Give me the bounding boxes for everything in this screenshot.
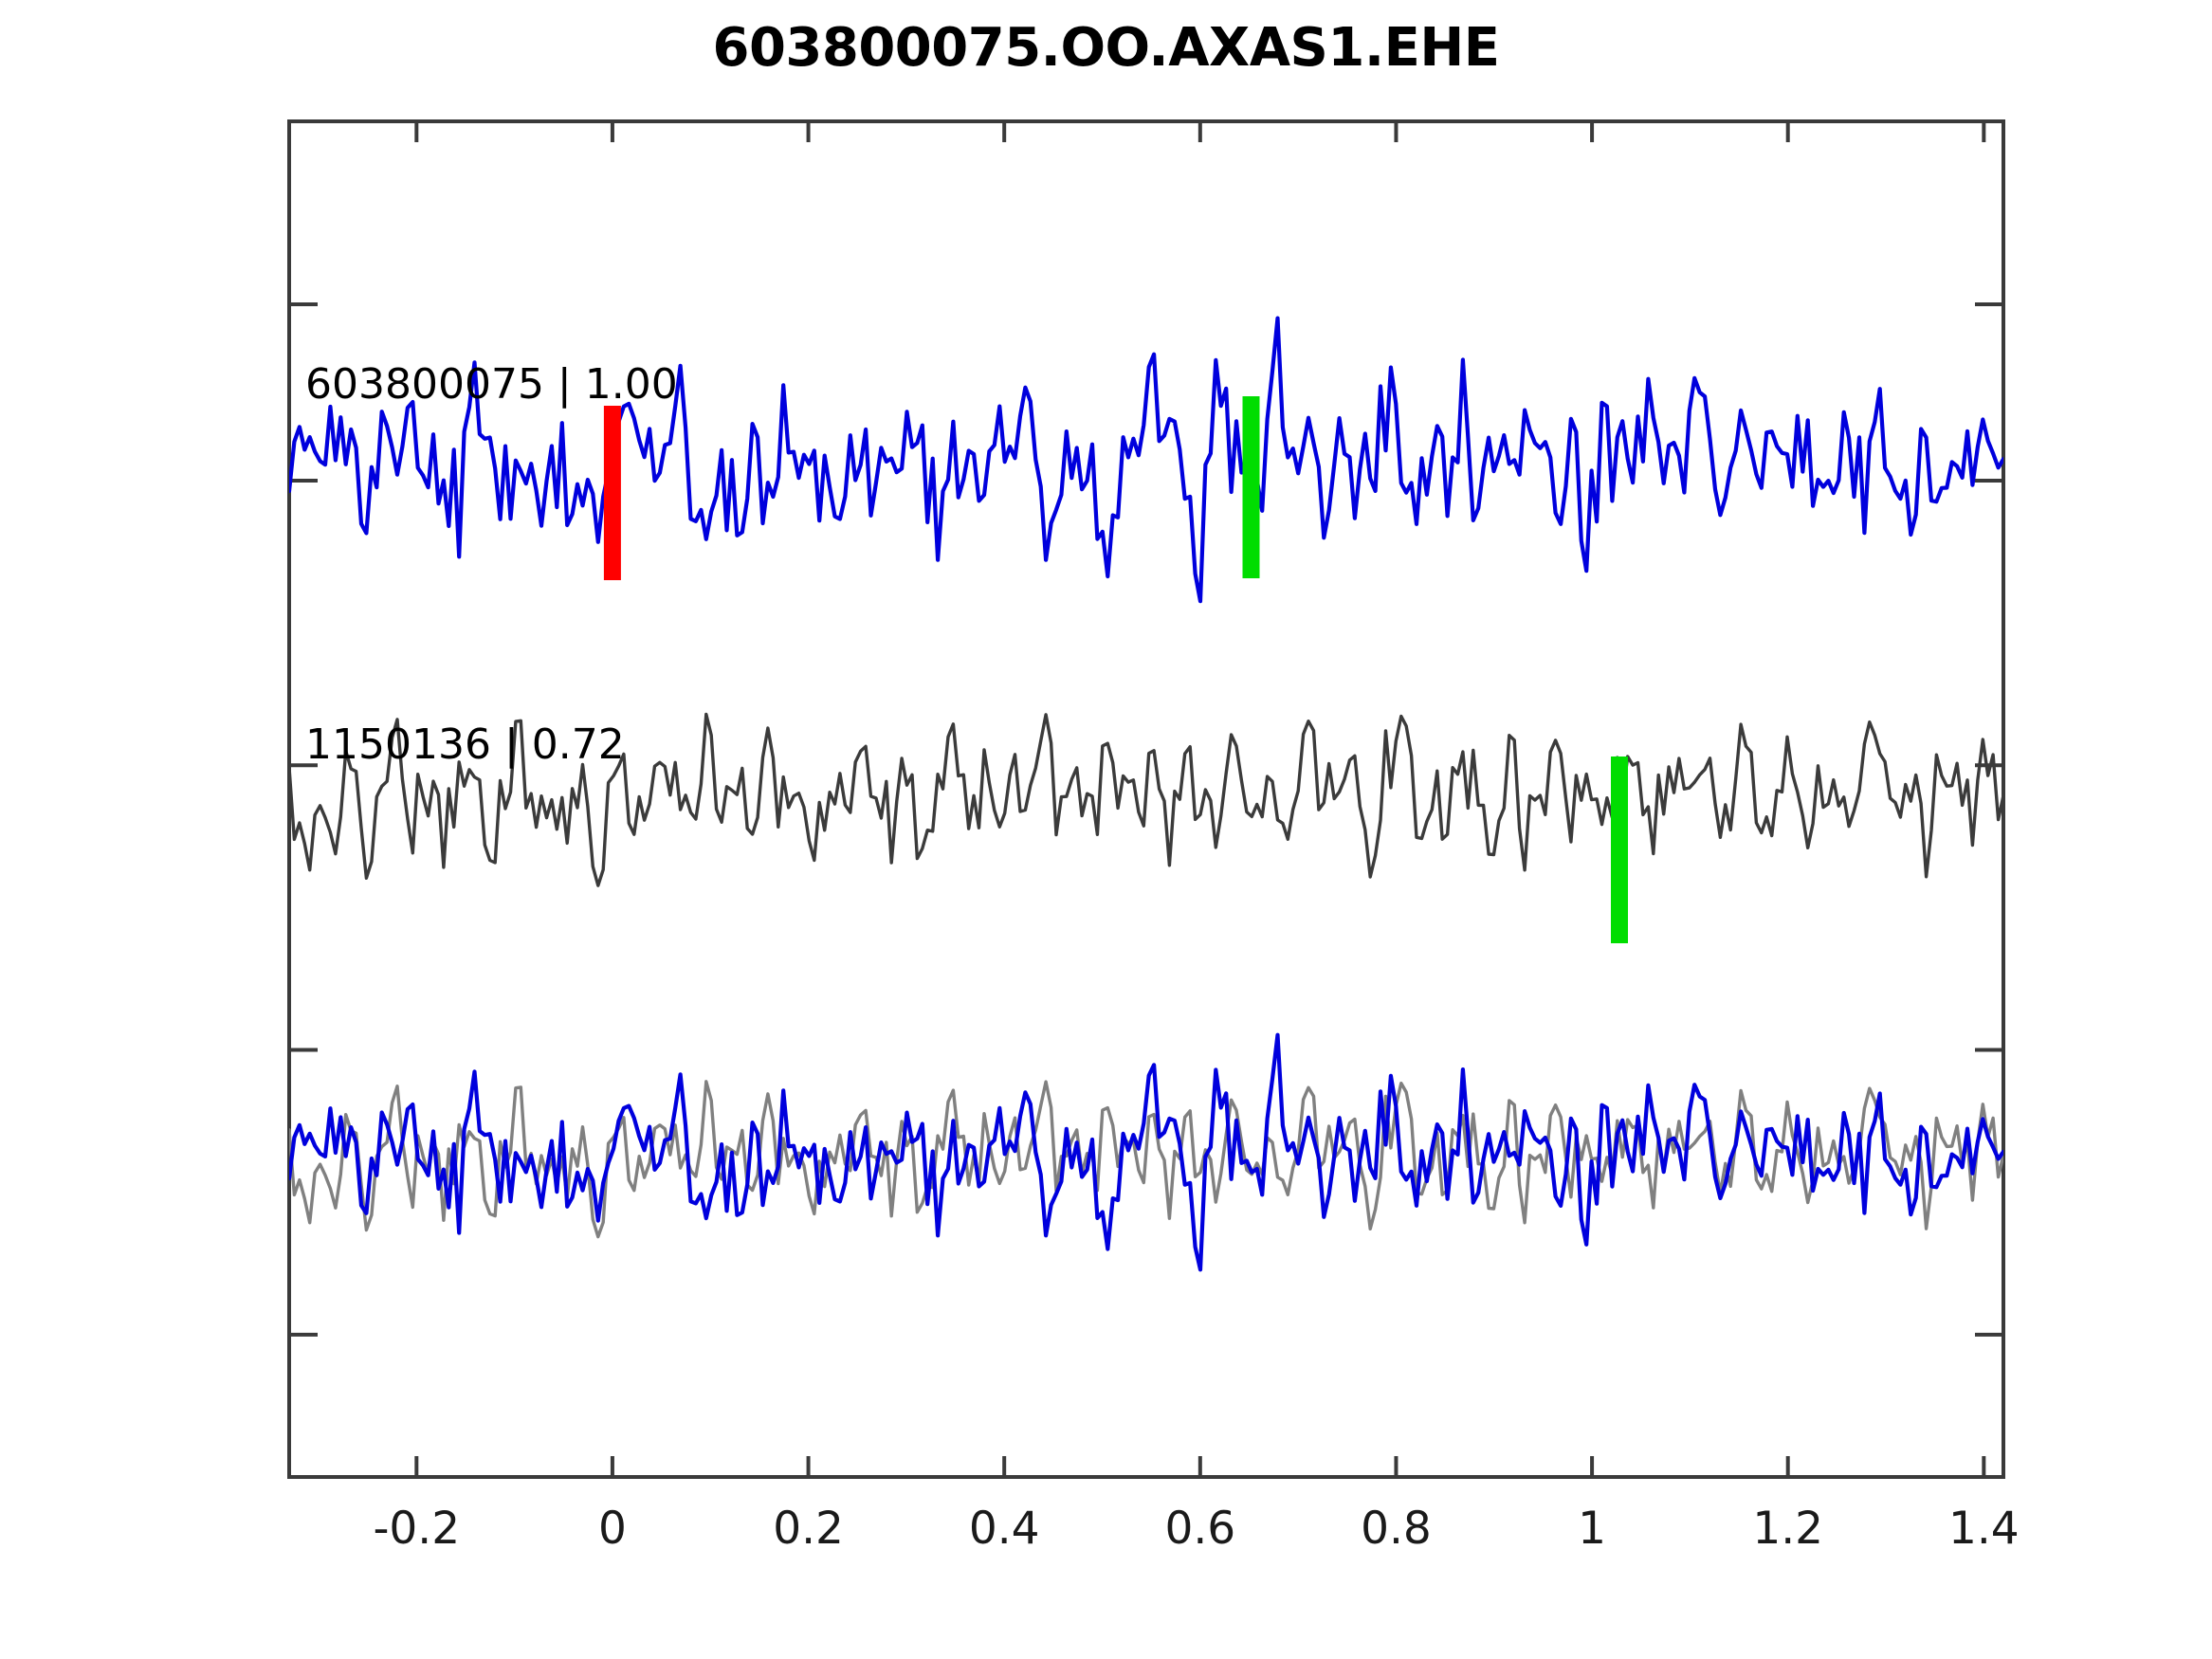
waveform-line-overlay-template	[289, 1032, 2003, 1272]
waveform-overlay-bottom	[289, 1032, 2003, 1272]
x-tick-label: 0.6	[1164, 1503, 1235, 1555]
waveform-line-overlay-detection	[289, 1080, 2003, 1239]
x-tick-label: 1.4	[1948, 1503, 2020, 1555]
pick-marker-green-detection	[1611, 757, 1628, 943]
pick-markers	[603, 396, 1628, 943]
waveform-detection-middle	[289, 712, 2003, 887]
x-tick-label: 0	[598, 1503, 627, 1555]
x-tick-label: 1	[1578, 1503, 1606, 1555]
pick-marker-green-template	[1242, 396, 1260, 578]
y-axis-ticks	[289, 302, 2003, 1337]
x-tick-label: -0.2	[373, 1503, 460, 1555]
x-tick-label: 0.8	[1361, 1503, 1432, 1555]
waveform-line-detection	[289, 712, 2003, 887]
x-tick-label: 0.4	[969, 1503, 1040, 1555]
waveform-template-top	[289, 316, 2003, 604]
x-tick-label: 1.2	[1752, 1503, 1823, 1555]
trace-label-template: 603800075 | 1.00	[305, 360, 678, 409]
page-title: 603800075.OO.AXAS1.EHE	[712, 17, 1500, 79]
waveform-line-template	[289, 316, 2003, 604]
x-axis-ticks	[414, 121, 1986, 1477]
x-axis-tick-labels: -0.2 0 0.2 0.4 0.6 0.8 1 1.2 1.4	[373, 1503, 2019, 1555]
trace-label-detection: 1150136 | 0.72	[305, 720, 625, 769]
pick-marker-red	[603, 406, 621, 580]
x-tick-label: 0.2	[773, 1503, 844, 1555]
